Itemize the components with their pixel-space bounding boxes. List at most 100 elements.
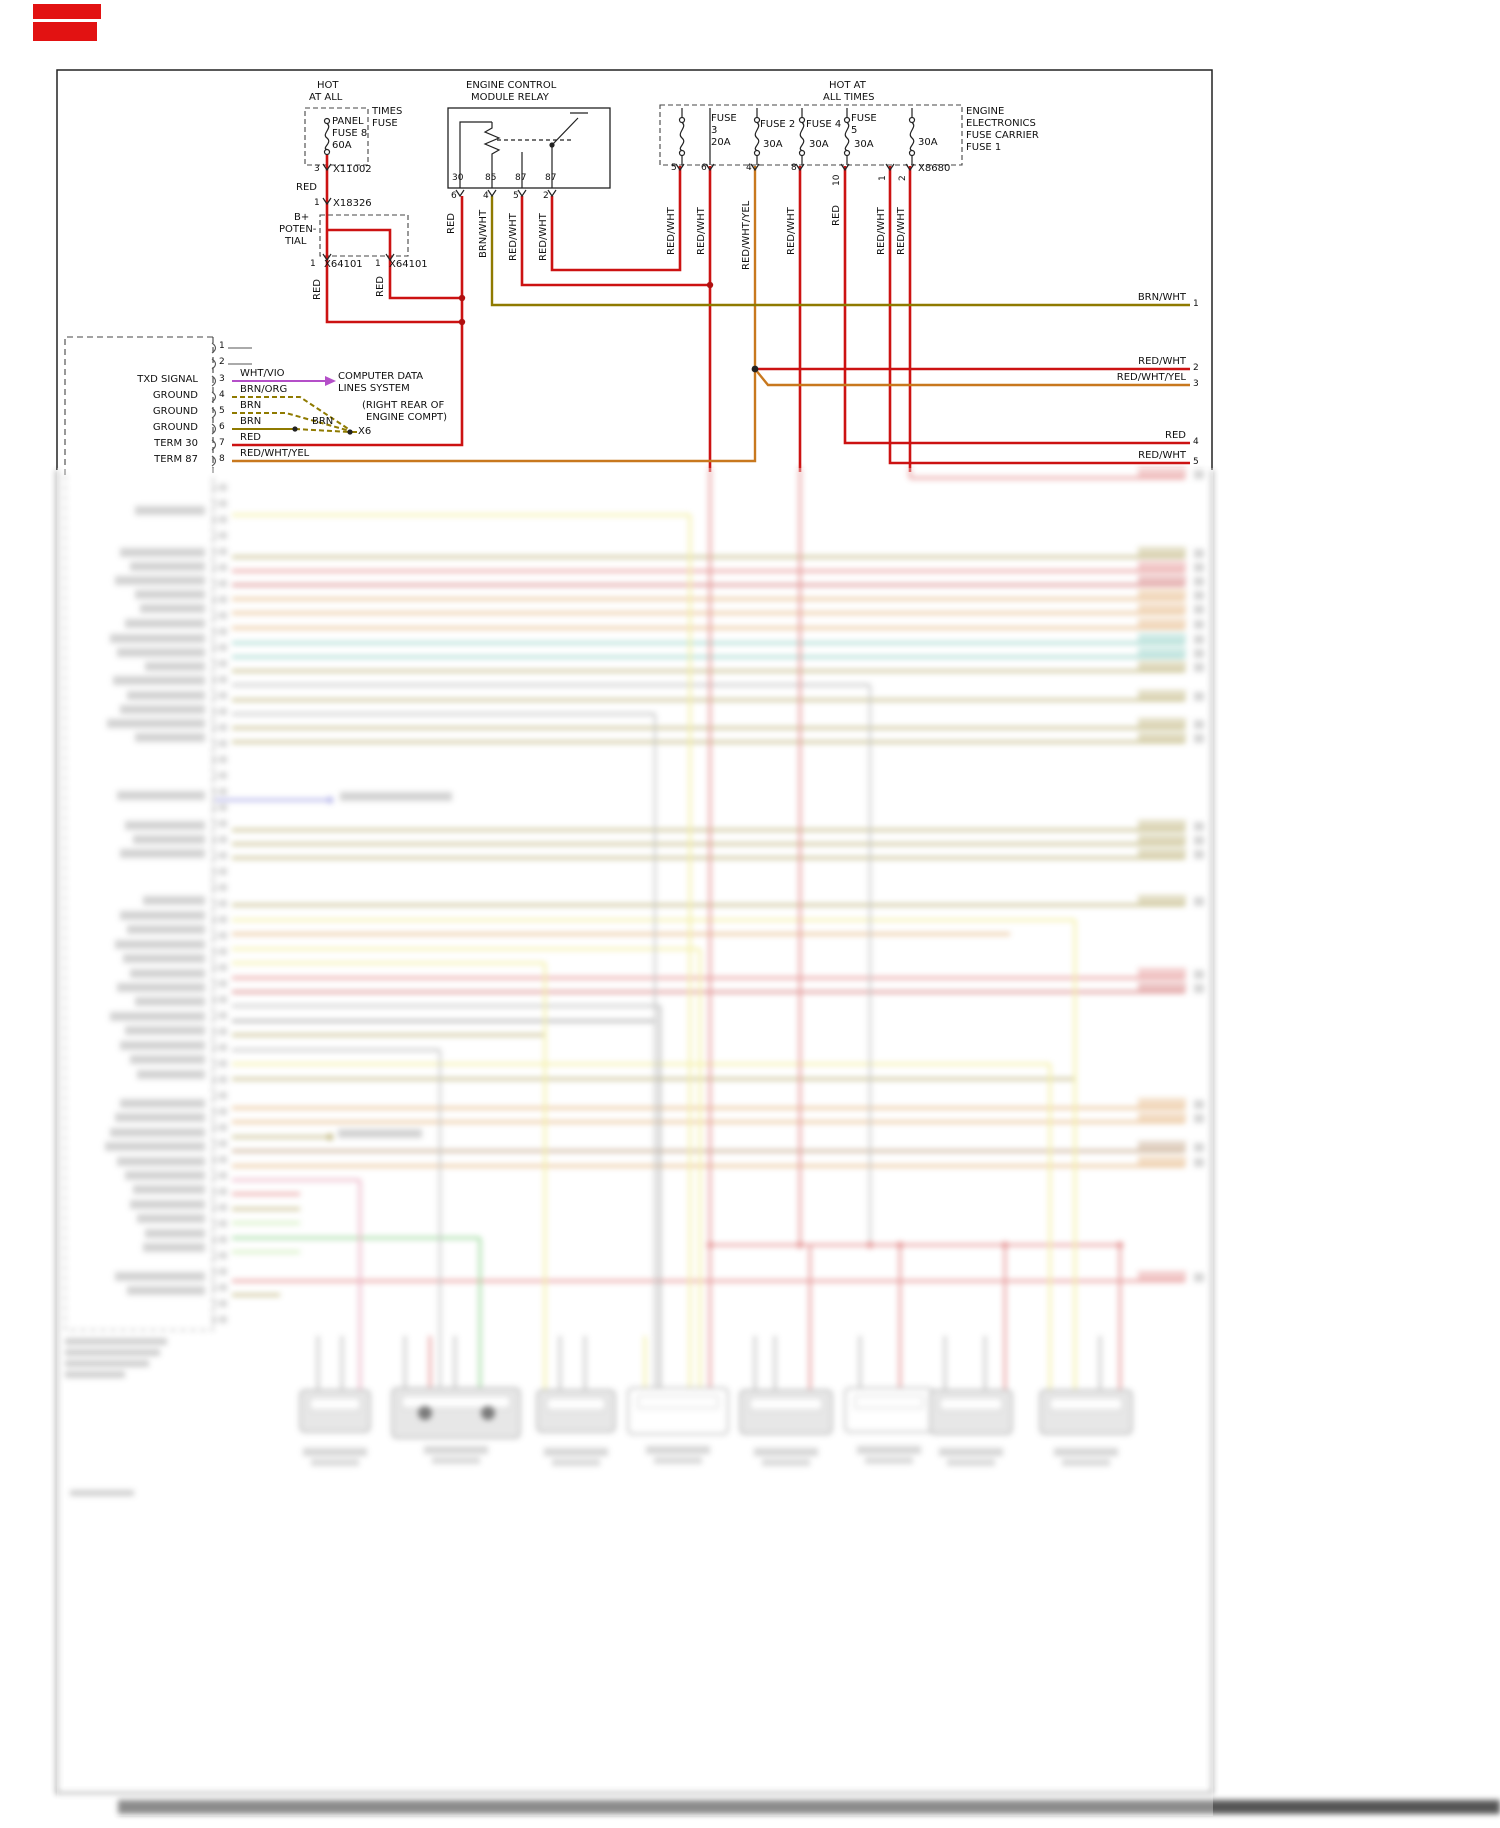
ecm-signal-term30: TERM 30 (154, 438, 198, 449)
relay-title-1: ENGINE CONTROL (466, 80, 557, 91)
edge-wire-3: RED/WHT/YEL (1116, 372, 1186, 383)
bplus-wire-right: RED (375, 276, 386, 297)
edge-num-2: 2 (1193, 363, 1199, 373)
edge-wire-5: RED/WHT (1138, 450, 1186, 461)
relay-term-87b: 87 (545, 173, 557, 183)
fuse2-word: FUSE 2 (760, 119, 796, 130)
fuse5-num: 5 (851, 125, 858, 136)
fusebox-side-2: ELECTRONICS (966, 118, 1036, 129)
connector-arrows (322, 163, 915, 262)
ecm-wire-5: BRN (240, 400, 262, 411)
bplus-wire-left: RED (312, 279, 323, 300)
relay-wire-6: RED (446, 213, 457, 234)
edge-wire-4: RED (1165, 430, 1186, 441)
edge-num-5: 5 (1193, 457, 1199, 467)
x64101-left: X64101 (324, 259, 363, 270)
orange-wires (232, 166, 1190, 463)
fuse5-amps: 30A (854, 139, 874, 150)
fusebox-wire-10: RED (831, 205, 842, 226)
fuse1-amps: 30A (918, 137, 938, 148)
x11002-pin: 3 (314, 164, 320, 174)
ecm-signal-txd: TXD SIGNAL (137, 374, 198, 385)
relay-wire-5: RED/WHT (508, 213, 519, 261)
relay-pin-4: 4 (483, 191, 489, 201)
fusebox-pin-1: 1 (878, 175, 888, 181)
fusebox-side-4: FUSE 1 (966, 142, 1002, 153)
ground-wires (232, 396, 357, 433)
relay-term-87a: 87 (515, 173, 527, 183)
brnwht-wires (490, 196, 1190, 307)
fuse4-amps: 30A (809, 139, 829, 150)
x18326-pin: 1 (314, 198, 320, 208)
fusebox-pin-2: 2 (898, 175, 908, 181)
ecm-pin-3: 3 (219, 374, 225, 384)
red-mark-top (33, 4, 101, 19)
fusepanel-panel: PANEL (332, 116, 364, 127)
ecm-wire-4: BRN/ORG (240, 384, 288, 395)
relay-internals (459, 112, 588, 188)
fusebox-wire-5: RED/WHT (666, 207, 677, 255)
relay-pin-5: 5 (513, 191, 519, 201)
fusebox-wire-1: RED/WHT (876, 207, 887, 255)
ecm-wire-6: BRN (240, 416, 262, 427)
x8680-connector: X8680 (918, 163, 951, 174)
fusebox-wire-6: RED/WHT (696, 207, 707, 255)
x6-wire-brn: BRN (312, 416, 334, 427)
fusebox-pin-10: 10 (832, 174, 842, 186)
ecm-signal-ground-1: GROUND (152, 390, 198, 401)
fusebox-side-3: FUSE CARRIER (966, 130, 1039, 141)
ecm-pin-1: 1 (219, 341, 225, 351)
bplus-l2: POTEN- (279, 224, 317, 235)
red-mark-bottom (33, 22, 97, 41)
edge-num-4: 4 (1193, 437, 1199, 447)
fuse5-word: FUSE (851, 113, 877, 124)
fusepanel-fuse8: FUSE 8 (332, 128, 368, 139)
fuse2-amps: 30A (763, 139, 783, 150)
page-border (56, 69, 1213, 470)
ecm-wire-7: RED (240, 432, 261, 443)
ecm-pin-arcs (211, 342, 217, 467)
fusepanel-hot: HOT (317, 80, 339, 91)
ecm-wire-3: WHT/VIO (240, 368, 285, 379)
x6-note-1: (RIGHT REAR OF (362, 400, 445, 411)
fusebox-pin-4: 4 (746, 163, 752, 173)
fusepanel-fuse-word: FUSE (372, 118, 398, 129)
ecm-signal-ground-3: GROUND (152, 422, 198, 433)
relay-pin-6: 6 (451, 191, 457, 201)
fusepanel-at-all: AT ALL (309, 92, 343, 103)
fusebox-wire-2: RED/WHT (896, 207, 907, 255)
fusepanel-times: TIMES (372, 106, 403, 117)
ecm-pin-5: 5 (219, 406, 225, 416)
fuse3-num: 3 (711, 125, 718, 136)
fusebox-wire-8: RED/WHT (786, 207, 797, 255)
x6-note-2: ENGINE COMPT) (366, 412, 447, 423)
relay-term-30: 30 (452, 173, 464, 183)
fusebox-pin-5: 5 (671, 163, 677, 173)
ecm-pin-8: 8 (219, 454, 225, 464)
bplus-l1: B+ (294, 212, 310, 223)
x64101-left-pin: 1 (310, 259, 316, 269)
relay-pin-2: 2 (543, 191, 549, 201)
fusebox-header-1: HOT AT (829, 80, 866, 91)
ecm-pin-4: 4 (219, 390, 225, 400)
relay-wire-4: BRN/WHT (478, 209, 489, 258)
ecm-signal-term87: TERM 87 (154, 454, 198, 465)
fuse3-amps: 20A (711, 137, 731, 148)
fusebox-side-1: ENGINE (966, 106, 1005, 117)
relay-box (447, 107, 611, 189)
fusebox-header-2: ALL TIMES (823, 92, 875, 103)
computer-data-1: COMPUTER DATA (338, 371, 424, 382)
ecm-wire-8: RED/WHT/YEL (240, 448, 310, 459)
x6-label: X6 (358, 426, 372, 437)
ecm-pin-6: 6 (219, 422, 225, 432)
fusebox-pin-6: 6 (701, 163, 707, 173)
edge-wire-2: RED/WHT (1138, 356, 1186, 367)
fusepanel-amps: 60A (332, 140, 352, 151)
x64101-right: X64101 (389, 259, 428, 270)
txd-arrow (325, 376, 336, 386)
ecm-pin-7: 7 (219, 438, 225, 448)
fusebox-wire-4: RED/WHT/YEL (741, 200, 752, 270)
junction-dots (292, 281, 759, 435)
